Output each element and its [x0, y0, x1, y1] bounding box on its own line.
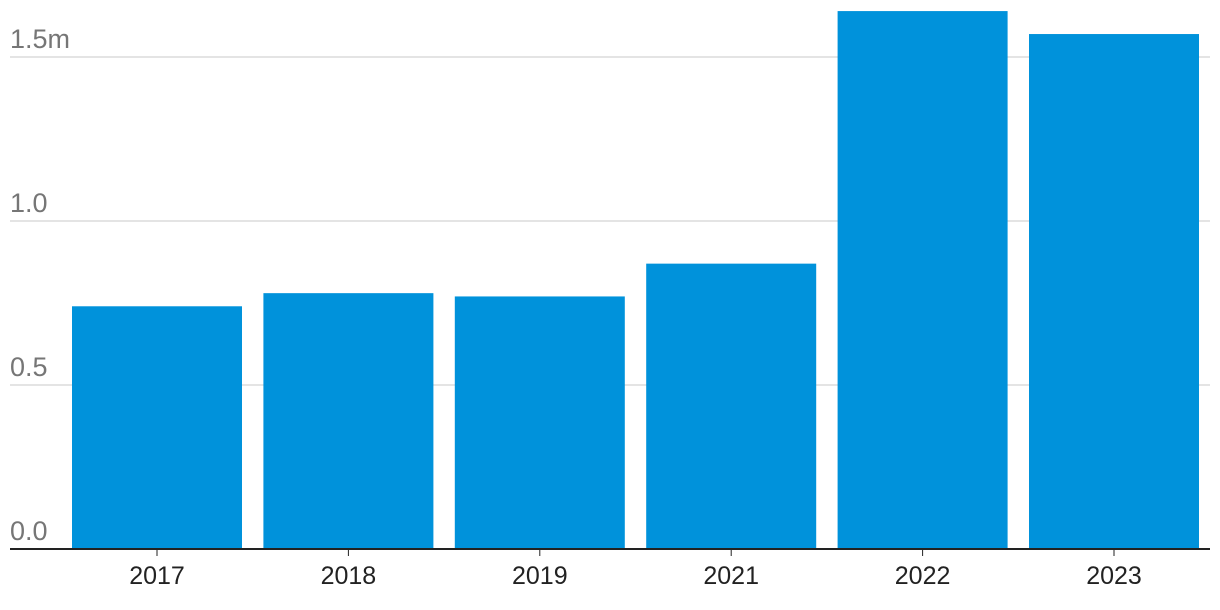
bar-2022: [837, 11, 1008, 549]
y-tick-label: 1.5m: [10, 24, 70, 54]
bars: [72, 11, 1199, 550]
x-tick-label: 2018: [321, 562, 377, 590]
y-tick-label: 0.5: [10, 352, 48, 382]
y-tick-label: 0.0: [10, 516, 48, 546]
y-tick-label: 1.0: [10, 188, 48, 218]
x-tick-label: 2019: [512, 562, 568, 590]
bar-2023: [1029, 34, 1199, 550]
x-axis-tick-labels: 2017 2018 2019 2021 2022 2023: [129, 549, 1142, 590]
x-tick-label: 2023: [1086, 562, 1142, 590]
x-tick-label: 2022: [895, 562, 951, 590]
bar-2017: [72, 306, 242, 549]
x-tick-label: 2017: [129, 562, 185, 590]
x-tick-label: 2021: [703, 562, 759, 590]
bar-2018: [263, 293, 434, 549]
y-axis-tick-labels: 0.0 0.5 1.0 1.5m: [10, 24, 70, 546]
bar-2019: [454, 296, 625, 549]
bar-2021: [646, 263, 817, 549]
